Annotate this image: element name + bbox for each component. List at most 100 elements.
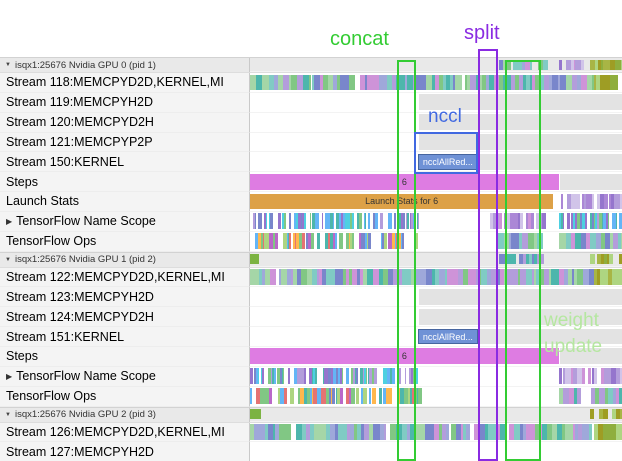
trace-event[interactable] <box>254 213 257 230</box>
trace-event[interactable] <box>601 59 604 70</box>
trace-event[interactable] <box>594 388 600 404</box>
trace-event[interactable] <box>356 213 360 230</box>
trace-event[interactable] <box>321 269 327 285</box>
launch-stats-bar[interactable]: Launch Stats for 6 <box>250 193 554 210</box>
trace-event[interactable] <box>316 269 319 285</box>
trace-event[interactable] <box>329 388 331 404</box>
trace-event[interactable] <box>269 74 275 91</box>
row-label[interactable]: Stream 150:KERNEL <box>0 152 250 173</box>
trace-event[interactable] <box>441 424 446 440</box>
trace-event[interactable] <box>272 424 276 440</box>
trace-event[interactable] <box>519 424 524 440</box>
trace-event[interactable] <box>515 59 522 70</box>
trace-event[interactable] <box>378 388 383 404</box>
trace-event[interactable] <box>557 424 563 440</box>
row-label[interactable]: ▶ TensorFlow Name Scope <box>0 366 250 387</box>
trace-event[interactable] <box>308 74 312 91</box>
trace-event[interactable] <box>365 368 368 385</box>
trace-event[interactable] <box>473 424 480 440</box>
trace-event[interactable] <box>518 269 521 285</box>
trace-event[interactable] <box>412 388 414 404</box>
trace-event[interactable] <box>620 193 622 210</box>
trace-event[interactable] <box>578 368 582 385</box>
trace-event[interactable] <box>303 388 308 404</box>
trace-event[interactable] <box>328 368 331 385</box>
trace-event[interactable] <box>341 213 343 230</box>
trace-event[interactable] <box>264 233 267 250</box>
trace-event[interactable] <box>338 269 343 285</box>
trace-event[interactable] <box>363 388 367 404</box>
steps-bar[interactable]: 6 <box>250 173 559 190</box>
trace-event[interactable] <box>574 269 578 285</box>
trace-event[interactable] <box>602 213 604 230</box>
trace-event[interactable] <box>278 269 282 285</box>
trace-event[interactable] <box>611 213 615 230</box>
trace-event[interactable] <box>602 269 605 285</box>
trace-event[interactable] <box>279 368 282 385</box>
row-label[interactable]: Stream 122:MEMCPYD2D,KERNEL,MI <box>0 267 250 288</box>
trace-event[interactable] <box>533 269 537 285</box>
trace-event[interactable] <box>479 74 483 91</box>
trace-event[interactable] <box>574 193 578 210</box>
trace-event[interactable] <box>288 213 292 230</box>
row-label[interactable]: TensorFlow Ops <box>0 386 250 407</box>
trace-event[interactable] <box>323 368 327 385</box>
row-label[interactable]: Stream 121:MEMCPYP2P <box>0 132 250 153</box>
trace-event[interactable] <box>405 368 407 385</box>
trace-event[interactable] <box>465 424 471 440</box>
collapse-icon[interactable]: ▼ <box>5 411 11 418</box>
trace-event[interactable] <box>262 269 266 285</box>
trace-event[interactable] <box>320 388 323 404</box>
trace-event[interactable] <box>612 388 616 404</box>
trace-event[interactable] <box>592 368 595 385</box>
trace-event[interactable] <box>573 368 577 385</box>
trace-event[interactable] <box>372 388 376 404</box>
trace-event[interactable] <box>497 233 504 250</box>
trace-event[interactable] <box>535 74 541 91</box>
trace-event[interactable] <box>261 368 265 385</box>
trace-event[interactable] <box>263 233 265 250</box>
trace-event[interactable] <box>253 424 256 440</box>
trace-event[interactable] <box>576 368 579 385</box>
trace-event[interactable] <box>269 388 273 404</box>
trace-event[interactable] <box>289 233 292 250</box>
trace-event[interactable] <box>351 368 353 385</box>
trace-event[interactable] <box>598 59 601 70</box>
trace-event[interactable] <box>565 59 569 70</box>
trace-event[interactable] <box>620 409 622 419</box>
trace-event[interactable] <box>525 59 530 70</box>
trace-event[interactable] <box>619 388 622 404</box>
trace-event[interactable] <box>339 388 343 404</box>
trace-event[interactable] <box>580 233 587 250</box>
trace-event[interactable] <box>287 424 291 440</box>
trace-event[interactable] <box>341 233 344 250</box>
trace-event[interactable] <box>594 74 597 91</box>
trace-event[interactable] <box>529 424 536 440</box>
trace-event[interactable] <box>479 424 485 440</box>
trace-event[interactable] <box>588 269 595 285</box>
trace-event[interactable] <box>362 368 365 385</box>
trace-event[interactable] <box>264 213 267 230</box>
trace-event[interactable] <box>615 74 618 91</box>
trace-event[interactable] <box>300 388 304 404</box>
trace-event[interactable] <box>475 74 480 91</box>
trace-event[interactable] <box>541 424 547 440</box>
trace-event[interactable] <box>582 193 584 210</box>
trace-event[interactable] <box>254 269 260 285</box>
trace-event[interactable] <box>579 213 583 230</box>
trace-event[interactable] <box>330 233 333 250</box>
trace-event[interactable] <box>366 269 373 285</box>
trace-event[interactable] <box>368 388 371 404</box>
trace-event[interactable] <box>434 269 440 285</box>
trace-event[interactable] <box>600 74 604 91</box>
trace-event[interactable] <box>577 269 583 285</box>
trace-event[interactable] <box>525 424 530 440</box>
trace-event[interactable] <box>420 74 426 91</box>
trace-event[interactable] <box>282 213 284 230</box>
trace-event[interactable] <box>586 193 590 210</box>
trace-event[interactable] <box>250 269 255 285</box>
trace-event[interactable] <box>596 233 602 250</box>
trace-event[interactable] <box>425 424 431 440</box>
trace-event[interactable] <box>569 388 574 404</box>
trace-event[interactable] <box>288 74 292 91</box>
